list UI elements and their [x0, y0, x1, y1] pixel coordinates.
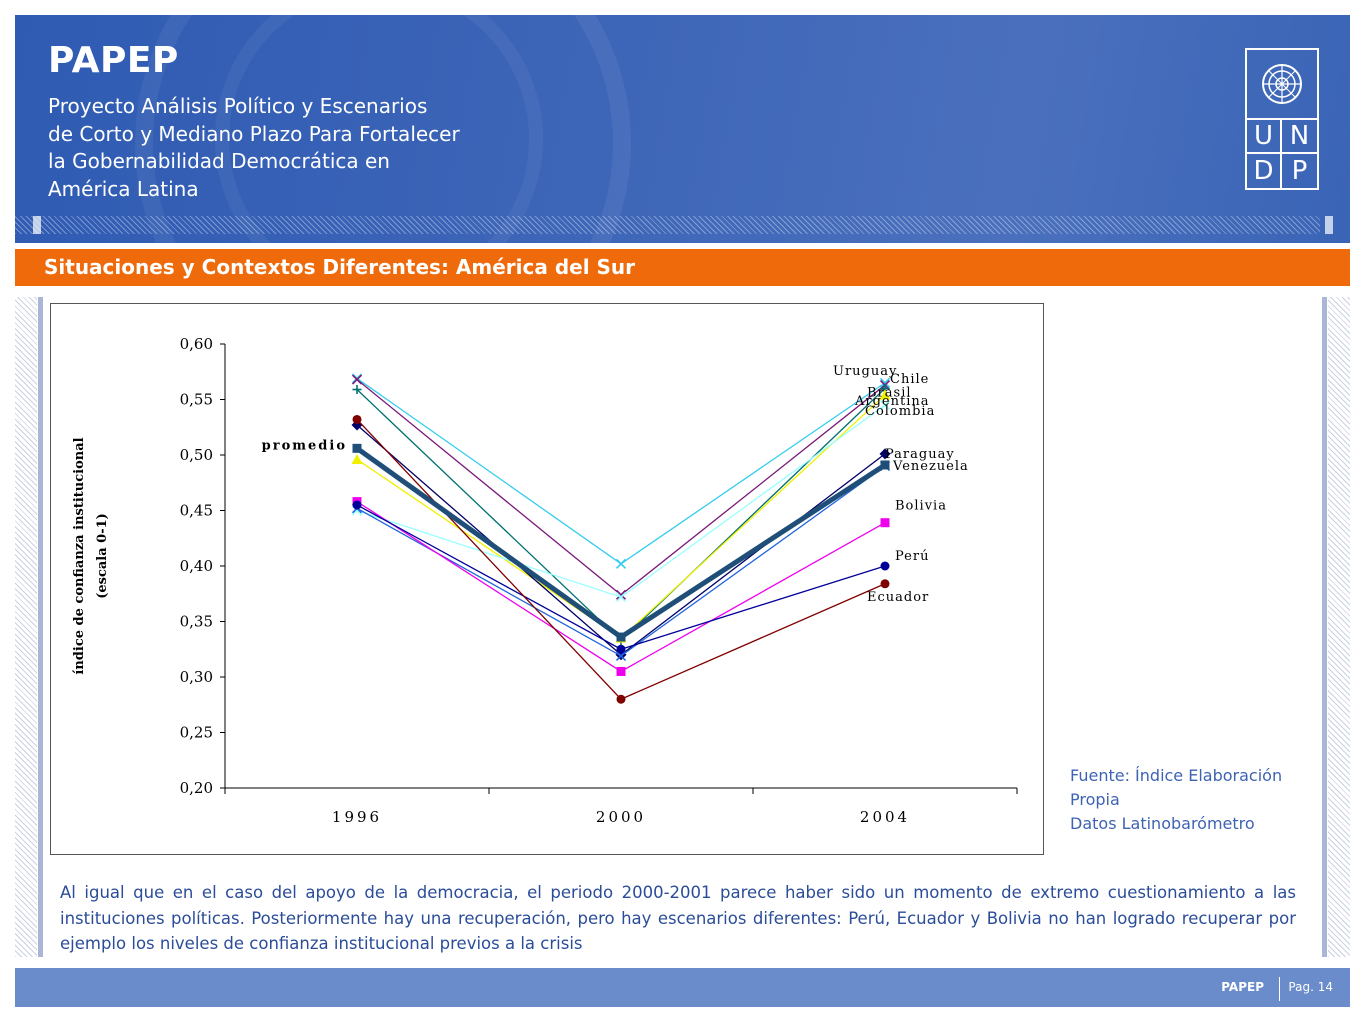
header-hatch-divider [15, 216, 1320, 234]
y-tick-label: 0,60 [180, 335, 213, 353]
logo-letter-d: D [1247, 154, 1282, 188]
footer-bar: PAPEP Pag. 14 [15, 968, 1350, 1007]
section-bar: Situaciones y Contextos Diferentes: Amér… [15, 249, 1350, 286]
series-line-peru [356, 504, 886, 650]
page-number: Pag. 14 [1288, 980, 1333, 994]
data-point-promedio [616, 632, 626, 642]
data-point-colombia [879, 389, 891, 400]
data-point-peru [880, 561, 890, 571]
line-chart: 0,20 0,25 0,30 0,35 0,40 0,45 0,50 0,55 0,60 1996… [72, 335, 1018, 826]
brand-title: PAPEP [48, 40, 179, 81]
data-point-bolivia [616, 666, 626, 676]
chart-frame: 0,20 0,25 0,30 0,35 0,40 0,45 0,50 0,55 0,60 1996… [50, 303, 1044, 855]
y-tick-label: 0,45 [180, 502, 213, 520]
footer-separator [1279, 977, 1280, 1001]
y-axis-label-scale: (escala 0-1) [95, 513, 110, 599]
average-series-label: promedio [262, 438, 347, 453]
data-point-venezuela [615, 650, 627, 661]
data-point-uruguay [615, 558, 627, 569]
y-tick-label: 0,40 [180, 557, 213, 575]
data-point-peru [352, 500, 362, 510]
undp-logo: U N D P [1245, 48, 1319, 190]
y-tick-label: 0,35 [180, 613, 213, 631]
data-point-bolivia [880, 518, 890, 528]
hatch-end-right [1325, 216, 1333, 234]
header-banner: PAPEP Proyecto Análisis Político y Escen… [15, 15, 1350, 243]
right-side-rule [1322, 297, 1327, 957]
data-point-argentina [879, 399, 891, 411]
left-side-rule [38, 297, 43, 957]
y-tick-label: 0,30 [180, 668, 213, 686]
series-end-label: Perú [895, 549, 929, 564]
series-end-label: Uruguay [833, 364, 897, 379]
series-line-promedio [355, 446, 887, 641]
logo-letter-n: N [1282, 120, 1317, 154]
data-point-ecuador [616, 694, 626, 704]
footer-brand: PAPEP [1221, 980, 1264, 994]
series-end-label: Bolivia [895, 499, 947, 514]
data-point-chile [351, 374, 363, 385]
data-point-ecuador [880, 579, 890, 589]
data-point-promedio [880, 460, 890, 470]
source-note-line1: Fuente: Índice Elaboración Propia [1070, 766, 1283, 809]
brand-subtitle: Proyecto Análisis Político y Escenarios … [48, 94, 460, 201]
left-side-hatch [15, 297, 37, 957]
x-tick-label: 1996 [332, 808, 382, 826]
series-end-label: Colombia [865, 404, 935, 419]
data-point-argentina [615, 592, 627, 603]
series-end-label: Ecuador [867, 590, 929, 605]
series-line-chile [356, 379, 886, 596]
source-note-line2: Datos Latinobarómetro [1070, 814, 1255, 833]
caption-text: Al igual que en el caso del apoyo de la … [60, 883, 1296, 953]
series-end-label: Paraguay [885, 447, 955, 462]
un-emblem-icon [1247, 50, 1317, 120]
data-point-promedio [352, 443, 362, 453]
series-line-paraguay [356, 424, 886, 656]
y-axis-label: índice de confianza institucional [72, 437, 87, 674]
section-title: Situaciones y Contextos Diferentes: Amér… [44, 255, 636, 279]
hatch-end-left [33, 216, 41, 234]
right-side-hatch [1328, 297, 1350, 957]
data-point-uruguay [879, 377, 891, 388]
y-tick-label: 0,25 [180, 724, 213, 742]
data-point-colombia [351, 453, 363, 464]
x-tick-label: 2004 [860, 808, 910, 826]
y-tick-label: 0,55 [180, 391, 213, 409]
logo-letter-p: P [1291, 156, 1308, 186]
logo-letter-u: U [1247, 120, 1282, 154]
data-point-paraguay [879, 448, 891, 460]
y-tick-label: 0,50 [180, 446, 213, 464]
x-tick-label: 2000 [596, 808, 646, 826]
series-end-label: Venezuela [892, 459, 969, 474]
data-point-ecuador [352, 414, 362, 424]
data-point-peru [616, 644, 626, 654]
source-note: Fuente: Índice Elaboración Propia Datos … [1070, 764, 1330, 836]
data-point-chile [615, 589, 627, 600]
series-end-label: Chile [890, 372, 929, 387]
series-end-label: Argentina [854, 394, 930, 409]
series-end-label: Brasil [867, 385, 912, 400]
y-tick-label: 0,20 [180, 779, 213, 797]
